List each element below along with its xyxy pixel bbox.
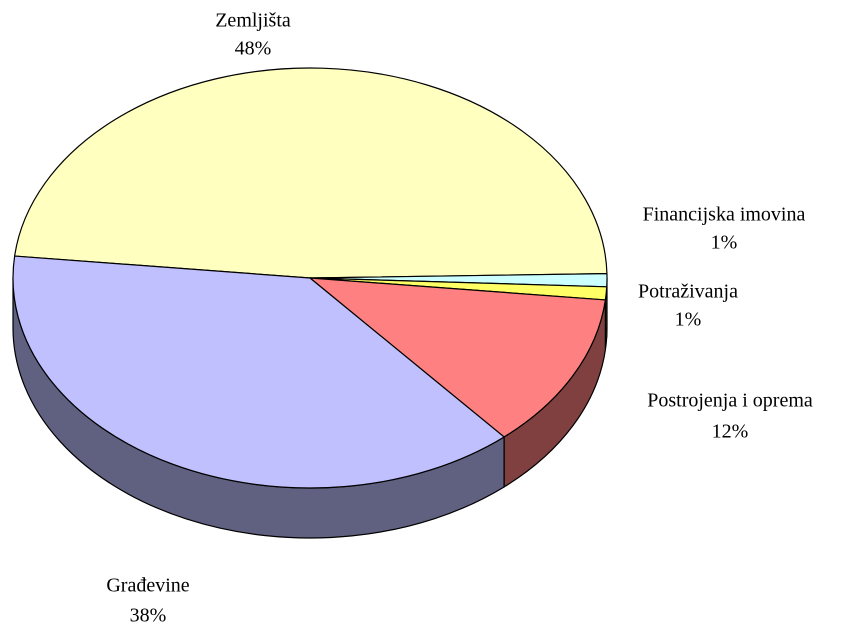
pie-slice <box>12 255 505 489</box>
slice-label: Potraživanja <box>638 281 738 303</box>
slice-label: Postrojenja i oprema <box>647 390 813 412</box>
slice-value-label: 1% <box>675 309 702 331</box>
slice-label: Financijska imovina <box>643 204 806 226</box>
slice-value-label: 12% <box>712 421 749 443</box>
slice-value-label: 48% <box>235 38 272 60</box>
slice-value-label: 38% <box>130 605 167 627</box>
slice-label: Zemljišta <box>215 10 291 32</box>
slice-value-label: 1% <box>711 232 738 254</box>
slice-label: Građevine <box>106 575 189 597</box>
pie-slice <box>309 277 606 438</box>
pie-slice <box>14 67 608 279</box>
